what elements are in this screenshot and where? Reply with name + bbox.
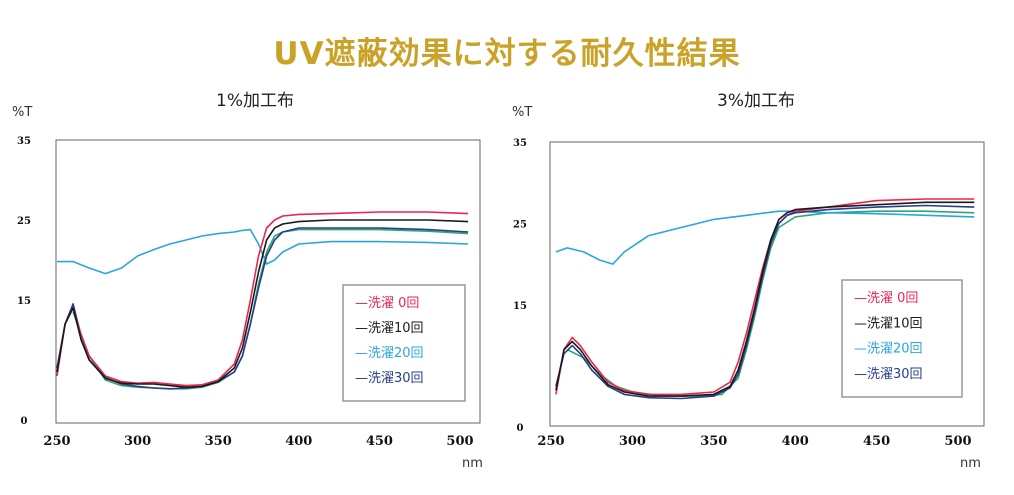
x-tick-label: 450	[863, 434, 890, 449]
series-line-1	[555, 201, 975, 397]
x-tick-label: 450	[366, 434, 393, 449]
legend-item: —洗濯20回	[854, 342, 923, 357]
x-tick-label: 400	[782, 434, 809, 449]
x-tick-label: 350	[700, 434, 727, 449]
legend-item: —洗濯 0回	[355, 296, 419, 311]
y-axis-unit-label: %T	[512, 105, 532, 120]
series-line-2	[57, 228, 469, 275]
legend-item: —洗濯30回	[854, 367, 923, 382]
chart-1: 1%加工布 %T nm 0 15 25 35 250 300 350 400 450 500 —洗濯 0回…	[12, 91, 483, 471]
y-tick-label: 15	[17, 296, 31, 307]
x-tick-label: 250	[537, 434, 564, 449]
legend-item: —洗濯30回	[355, 371, 424, 386]
legend-box	[841, 279, 963, 398]
legend-item: —洗濯10回	[854, 316, 923, 331]
series-line-0	[56, 211, 469, 387]
x-tick-label: 350	[205, 434, 232, 449]
y-tick-label: 0	[517, 423, 524, 434]
x-tick-label: 500	[944, 434, 971, 449]
x-tick-label: 250	[43, 434, 70, 449]
legend-item: —洗濯20回	[355, 346, 424, 361]
y-tick-label: 0	[21, 416, 28, 427]
y-axis-unit-label: %T	[12, 105, 32, 120]
x-tick-label: 300	[124, 434, 151, 449]
x-tick-label: 500	[446, 434, 473, 449]
plot-frame	[55, 139, 481, 424]
x-axis-unit-label: nm	[960, 456, 981, 471]
series-line-3	[555, 204, 975, 400]
x-tick-label: 300	[619, 434, 646, 449]
y-tick-label: 15	[513, 301, 527, 312]
legend-item: —洗濯 0回	[854, 291, 918, 306]
x-axis-unit-label: nm	[462, 456, 483, 471]
chart-subtitle: 3%加工布	[717, 91, 795, 111]
y-tick-label: 35	[17, 136, 31, 147]
y-tick-label: 25	[513, 219, 527, 230]
x-tick-label: 400	[285, 434, 312, 449]
series-line-0	[555, 198, 975, 396]
series-line-2	[555, 210, 975, 265]
legend-item: —洗濯10回	[355, 321, 424, 336]
y-tick-label: 35	[513, 138, 527, 149]
y-tick-label: 25	[17, 216, 31, 227]
legend-box	[342, 284, 466, 402]
legend: —洗濯 0回 —洗濯10回 —洗濯20回 —洗濯30回	[342, 284, 466, 402]
plot-frame	[549, 141, 985, 427]
series-line-1	[56, 219, 469, 388]
legend: —洗濯 0回 —洗濯10回 —洗濯20回 —洗濯30回	[841, 279, 963, 398]
page-title: UV遮蔽効果に対する耐久性結果	[273, 36, 741, 72]
chart-subtitle: 1%加工布	[216, 91, 294, 111]
chart-2: 3%加工布 %T nm 0 15 25 35 250 300 350 400 450 500 —洗濯 0回…	[512, 91, 985, 471]
